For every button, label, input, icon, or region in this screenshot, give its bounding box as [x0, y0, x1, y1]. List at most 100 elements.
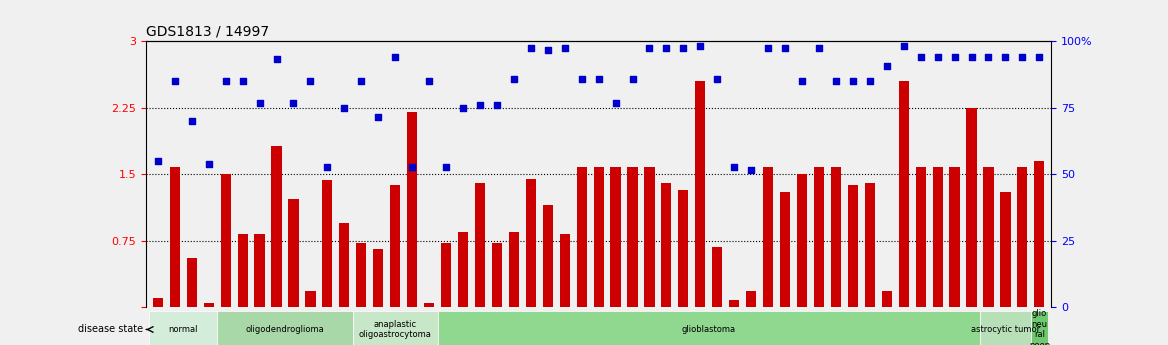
Bar [322, 180, 333, 307]
Point [200, 161, 218, 166]
Bar [203, 303, 214, 307]
Bar [1034, 161, 1044, 307]
Point [827, 78, 846, 84]
FancyBboxPatch shape [980, 311, 1031, 345]
Text: normal: normal [168, 325, 199, 334]
Bar [916, 167, 926, 307]
Bar [746, 291, 756, 307]
Point [216, 78, 235, 84]
Point [624, 76, 642, 81]
Point [234, 78, 252, 84]
Bar [221, 174, 231, 307]
Point [929, 55, 947, 60]
Point [759, 46, 778, 51]
Bar [1017, 167, 1028, 307]
Bar [153, 298, 164, 307]
Bar [475, 183, 485, 307]
Point [674, 46, 693, 51]
Point [742, 167, 760, 172]
Bar [611, 167, 620, 307]
Point [962, 55, 981, 60]
Bar [864, 183, 875, 307]
Bar [797, 174, 807, 307]
Bar [679, 190, 688, 307]
Bar [373, 249, 383, 307]
Point [301, 78, 320, 84]
Point [335, 105, 354, 110]
Bar [645, 167, 654, 307]
Bar [458, 232, 468, 307]
Point [538, 48, 557, 53]
Point [640, 46, 659, 51]
Point [166, 78, 185, 84]
FancyBboxPatch shape [438, 311, 980, 345]
Point [487, 102, 506, 108]
Point [385, 55, 404, 60]
Text: anaplastic
oligoastrocytoma: anaplastic oligoastrocytoma [359, 320, 432, 339]
Bar [492, 243, 502, 307]
Bar [408, 112, 417, 307]
Point [572, 76, 591, 81]
Bar [932, 167, 943, 307]
Point [945, 55, 964, 60]
Point [148, 158, 167, 164]
Point [911, 55, 930, 60]
Bar [169, 167, 180, 307]
Point [453, 105, 472, 110]
Point [1013, 55, 1031, 60]
Text: astrocytic tumor: astrocytic tumor [971, 325, 1040, 334]
Bar [729, 300, 739, 307]
Point [318, 164, 336, 170]
Bar [966, 108, 976, 307]
Point [403, 164, 422, 170]
Bar [288, 199, 299, 307]
Bar [814, 167, 825, 307]
Text: glioblastoma: glioblastoma [682, 325, 736, 334]
FancyBboxPatch shape [150, 311, 217, 345]
Text: oligodendroglioma: oligodendroglioma [245, 325, 325, 334]
Bar [848, 185, 858, 307]
Bar [898, 81, 909, 307]
Bar [1000, 192, 1010, 307]
Bar [882, 291, 892, 307]
Point [505, 76, 523, 81]
Bar [543, 205, 552, 307]
Bar [577, 167, 586, 307]
Point [182, 118, 201, 124]
Point [708, 76, 726, 81]
Point [843, 78, 862, 84]
Bar [712, 247, 722, 307]
Point [521, 46, 540, 51]
Point [606, 101, 625, 106]
Point [793, 78, 812, 84]
Point [471, 102, 489, 108]
Bar [424, 303, 434, 307]
Bar [661, 183, 672, 307]
Point [419, 78, 438, 84]
Point [1030, 55, 1049, 60]
Bar [950, 167, 960, 307]
Bar [526, 179, 536, 307]
Point [267, 56, 286, 62]
Text: GDS1813 / 14997: GDS1813 / 14997 [146, 25, 269, 39]
Bar [627, 167, 638, 307]
Bar [780, 192, 790, 307]
Text: glio
neu
ral
neop: glio neu ral neop [1029, 309, 1050, 345]
Point [979, 55, 997, 60]
Point [369, 114, 388, 119]
Bar [830, 167, 841, 307]
FancyBboxPatch shape [1031, 311, 1048, 345]
Bar [356, 243, 367, 307]
Bar [442, 243, 451, 307]
Point [895, 43, 913, 49]
Text: disease state: disease state [78, 325, 144, 334]
Bar [593, 167, 604, 307]
Point [725, 164, 744, 170]
Point [809, 46, 828, 51]
Point [776, 46, 794, 51]
Point [861, 78, 880, 84]
Bar [237, 235, 248, 307]
Point [589, 76, 607, 81]
Bar [509, 232, 519, 307]
Point [437, 164, 456, 170]
